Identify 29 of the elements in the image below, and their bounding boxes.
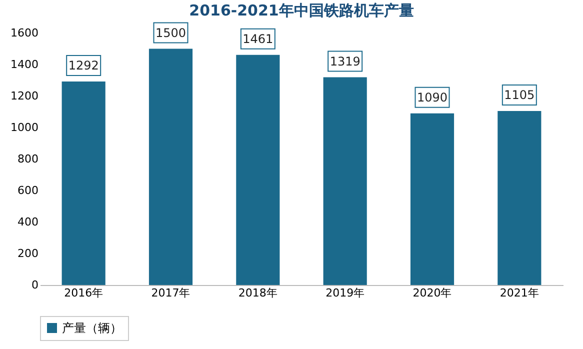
x-tick-label: 2019年 [326,286,365,300]
y-tick-label: 1400 [10,58,38,71]
x-tick-label: 2018年 [238,286,278,300]
x-tick-label: 2021年 [500,286,539,300]
bar [236,54,280,285]
y-tick-label: 1600 [10,26,38,40]
x-tick-label: 2016年 [64,286,104,300]
bar [410,113,454,285]
y-tick-label: 200 [18,247,38,260]
y-tick-label: 400 [18,216,38,228]
y-tick-label: 1000 [10,121,38,134]
bar [148,48,193,285]
data-label: 1090 [416,90,448,104]
y-tick-label: 600 [18,184,38,197]
chart-title: 2016-2021年中国铁路机车产量 [189,1,414,20]
x-tick-label: 2020年 [412,286,452,300]
y-tick-label: 0 [32,278,38,292]
legend-label: 产量（辆） [62,321,122,335]
data-label: 1461 [242,32,274,46]
data-label: 1292 [68,58,99,73]
x-tick-label: 2017年 [151,286,190,300]
bar [498,110,542,285]
bar [323,77,367,285]
data-label: 1500 [155,26,186,40]
bar [62,82,106,285]
data-label: 1105 [504,88,535,102]
data-label: 1319 [330,54,360,68]
y-tick-label: 1200 [10,90,38,102]
y-tick-label: 800 [18,152,38,166]
